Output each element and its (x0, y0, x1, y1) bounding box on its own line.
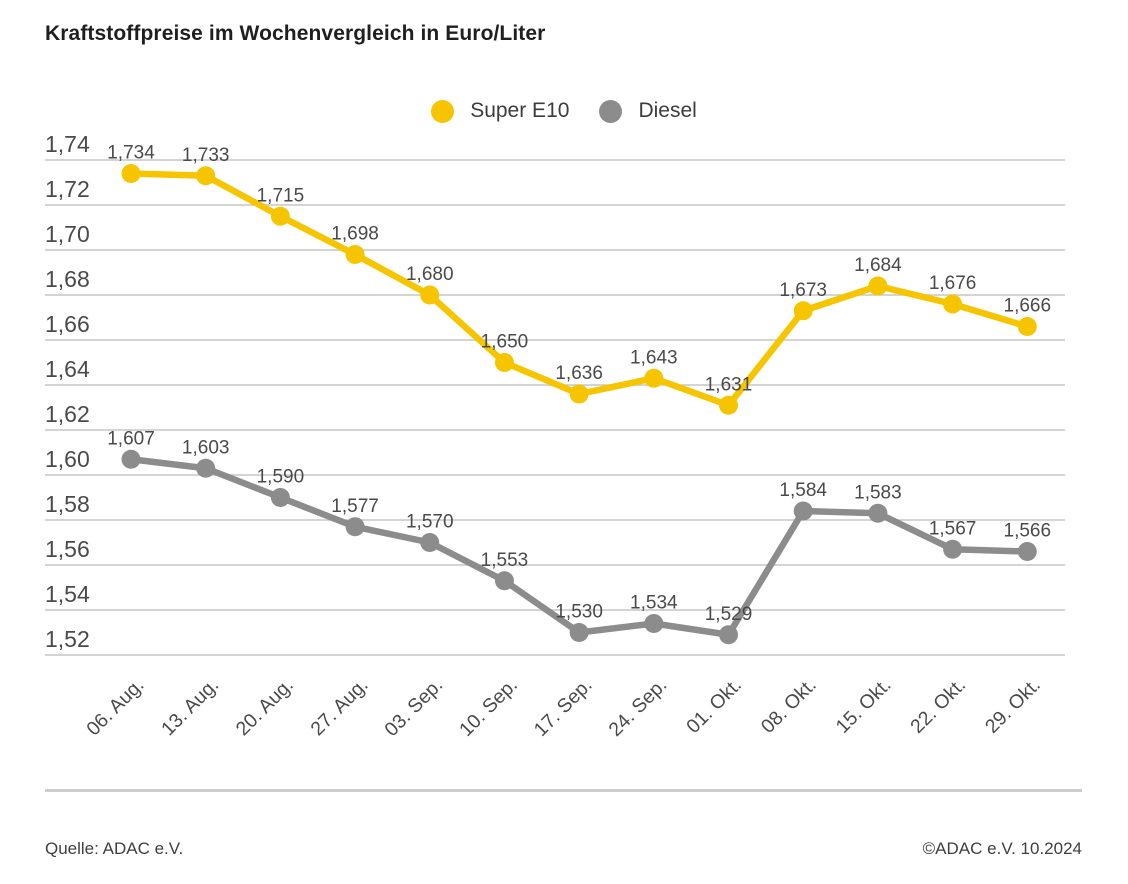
x-tick-label: 06. Aug. (82, 674, 148, 740)
y-tick-label: 1,62 (45, 401, 90, 427)
x-tick-label: 08. Okt. (757, 674, 821, 738)
data-point (868, 276, 888, 296)
chart-legend: Super E10 Diesel (0, 99, 1128, 123)
data-point-label: 1,583 (854, 482, 902, 503)
x-tick-label: 13. Aug. (157, 674, 223, 740)
y-tick-label: 1,70 (45, 221, 90, 247)
data-point-label: 1,590 (257, 467, 305, 488)
x-tick-label: 15. Okt. (832, 674, 896, 738)
data-point (121, 449, 141, 469)
data-point (494, 571, 514, 591)
data-point (569, 384, 589, 404)
y-tick-label: 1,68 (45, 266, 90, 292)
data-point-label: 1,603 (182, 437, 230, 458)
data-point (868, 503, 888, 523)
x-tick-label: 24. Sep. (604, 674, 671, 741)
footer-source: Quelle: ADAC e.V. (45, 839, 184, 858)
data-point-label: 1,570 (406, 512, 454, 533)
legend-dot-diesel-icon (599, 99, 623, 123)
data-point (1017, 317, 1037, 336)
data-point (121, 164, 141, 183)
legend-label-diesel: Diesel (638, 99, 697, 122)
x-tick-label: 27. Aug. (306, 674, 372, 740)
y-tick-label: 1,60 (45, 446, 90, 472)
data-point (793, 501, 813, 521)
x-tick-label: 17. Sep. (530, 674, 597, 741)
data-point-label: 1,566 (1004, 521, 1052, 542)
y-tick-label: 1,56 (45, 536, 90, 562)
data-point (943, 294, 963, 314)
data-point (420, 533, 440, 552)
data-point-label: 1,676 (929, 273, 977, 294)
x-tick-label: 29. Okt. (981, 674, 1045, 738)
y-tick-label: 1,64 (45, 356, 90, 382)
data-point-label: 1,553 (481, 550, 529, 571)
data-point (270, 488, 290, 507)
y-tick-label: 1,58 (45, 491, 90, 517)
legend-item-diesel: Diesel (599, 99, 697, 123)
x-tick-label: 22. Okt. (906, 674, 970, 738)
x-tick-label: 01. Okt. (682, 674, 746, 738)
x-tick-label: 20. Aug. (232, 674, 298, 740)
data-point (494, 353, 514, 372)
x-tick-label: 03. Sep. (380, 674, 447, 741)
data-point-label: 1,684 (854, 255, 902, 276)
data-point-label: 1,650 (481, 332, 529, 353)
page-title: Kraftstoffpreise im Wochenvergleich in E… (45, 22, 546, 45)
y-tick-label: 1,54 (45, 581, 90, 607)
data-point-label: 1,529 (705, 604, 753, 625)
data-point-label: 1,673 (779, 280, 827, 301)
data-point-label: 1,666 (1004, 296, 1052, 317)
data-point (196, 166, 216, 186)
y-tick-label: 1,66 (45, 311, 90, 337)
legend-item-super-e10: Super E10 (431, 99, 569, 123)
data-point (270, 206, 290, 226)
y-tick-label: 1,52 (45, 626, 90, 652)
data-point-label: 1,643 (630, 347, 678, 368)
data-point (345, 245, 365, 264)
data-point-label: 1,577 (331, 496, 379, 517)
legend-label-super-e10: Super E10 (470, 99, 570, 122)
data-point (644, 368, 664, 388)
data-point-label: 1,534 (630, 593, 678, 614)
data-point (943, 539, 963, 559)
data-point (420, 285, 440, 305)
data-point-label: 1,584 (779, 480, 827, 501)
data-point-label: 1,734 (107, 143, 155, 164)
x-tick-label: 10. Sep. (455, 674, 522, 741)
data-point-label: 1,698 (331, 224, 379, 245)
data-point (1017, 542, 1037, 561)
data-point-label: 1,715 (257, 185, 305, 206)
data-point (569, 623, 589, 642)
footer-divider (45, 789, 1082, 792)
data-point-label: 1,607 (107, 428, 155, 449)
footer-copyright: ©ADAC e.V. 10.2024 (922, 839, 1082, 858)
legend-dot-super-e10-icon (431, 99, 455, 123)
data-point (719, 625, 739, 645)
y-tick-label: 1,72 (45, 176, 90, 202)
data-point (719, 395, 739, 415)
data-point-label: 1,567 (929, 518, 977, 539)
data-point-label: 1,733 (182, 145, 230, 166)
data-point-label: 1,631 (705, 374, 753, 395)
data-point (196, 458, 216, 478)
data-point-label: 1,680 (406, 264, 454, 285)
data-point-label: 1,636 (555, 363, 603, 384)
y-tick-label: 1,74 (45, 131, 90, 157)
data-point (644, 614, 664, 633)
data-point (793, 301, 813, 321)
data-point-label: 1,530 (555, 602, 603, 623)
data-point (345, 517, 365, 537)
